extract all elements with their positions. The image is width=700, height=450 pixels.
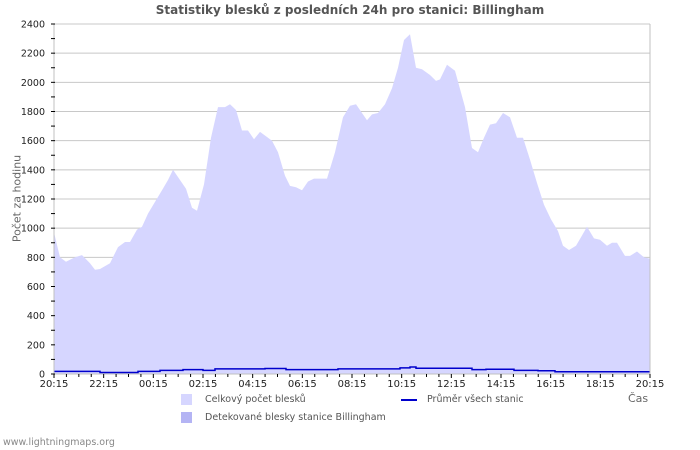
- svg-text:20:15: 20:15: [40, 379, 69, 390]
- svg-text:16:15: 16:15: [536, 379, 565, 390]
- svg-text:1600: 1600: [21, 136, 45, 147]
- x-axis-label: Čas: [628, 392, 649, 405]
- average-stations-line: [54, 366, 650, 374]
- svg-text:2000: 2000: [21, 78, 45, 89]
- svg-text:14:15: 14:15: [487, 379, 516, 390]
- svg-text:06:15: 06:15: [288, 379, 317, 390]
- legend-swatch-total: [181, 394, 192, 405]
- svg-text:200: 200: [27, 340, 45, 351]
- svg-text:1800: 1800: [21, 107, 45, 118]
- svg-text:10:15: 10:15: [387, 379, 416, 390]
- svg-text:18:15: 18:15: [586, 379, 615, 390]
- svg-text:02:15: 02:15: [189, 379, 218, 390]
- legend-label-total: Celkový počet blesků: [205, 394, 306, 405]
- legend-line-average: [401, 398, 417, 401]
- svg-text:1400: 1400: [21, 165, 45, 176]
- legend-average: Průměr všech stanic: [401, 394, 524, 405]
- legend-swatch-detected: [181, 412, 192, 423]
- svg-text:1200: 1200: [21, 195, 45, 206]
- legend-total: Celkový počet blesků: [181, 394, 306, 405]
- svg-text:00:15: 00:15: [139, 379, 168, 390]
- x-axis-ticks: 20:15 22:15 00:15 02:15 04:15 06:15 08:15 10:15…: [40, 374, 665, 390]
- footer-link[interactable]: www.lightningmaps.org: [3, 437, 115, 448]
- svg-text:04:15: 04:15: [238, 379, 267, 390]
- svg-text:0: 0: [39, 370, 45, 381]
- svg-text:20:15: 20:15: [636, 379, 665, 390]
- legend-label-average: Průměr všech stanic: [427, 394, 524, 405]
- y-axis-ticks: 0 200 400 600 800 1000 1200 1400 1600 1800 2000 220…: [21, 20, 55, 381]
- svg-text:400: 400: [27, 311, 45, 322]
- svg-text:2200: 2200: [21, 49, 45, 60]
- chart-title: Statistiky blesků z posledních 24h pro s…: [155, 3, 545, 17]
- svg-text:1000: 1000: [21, 224, 45, 235]
- svg-text:08:15: 08:15: [338, 379, 367, 390]
- total-strikes-area: [54, 34, 650, 374]
- svg-text:800: 800: [27, 253, 45, 264]
- svg-text:2400: 2400: [21, 20, 45, 31]
- svg-text:600: 600: [27, 282, 45, 293]
- legend-label-detected: Detekované blesky stanice Billingham: [205, 412, 386, 423]
- svg-text:22:15: 22:15: [89, 379, 118, 390]
- legend-detected: Detekované blesky stanice Billingham: [181, 412, 386, 423]
- svg-text:12:15: 12:15: [437, 379, 466, 390]
